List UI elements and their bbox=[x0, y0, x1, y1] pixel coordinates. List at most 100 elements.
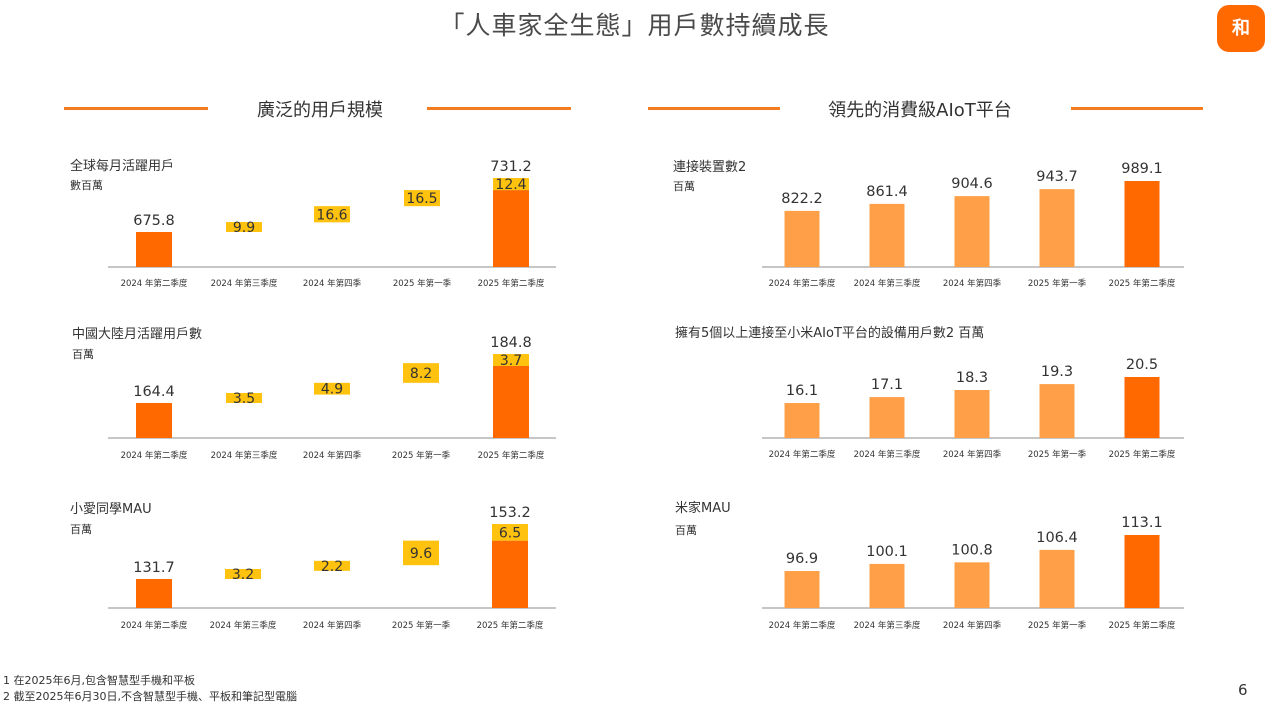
chart1-x-label-1: 2024 年第二季度 bbox=[121, 278, 188, 289]
chart4-bar-1 bbox=[784, 210, 820, 267]
chart3-bar-increment-3 bbox=[403, 540, 439, 566]
chart3-unit: 百萬 bbox=[70, 523, 92, 536]
chart4-value-label-3: 904.6 bbox=[951, 176, 993, 192]
footnote-1: 1 在2025年6月,包含智慧型手機和平板 bbox=[3, 674, 195, 687]
chart5-bar-4 bbox=[1039, 384, 1075, 438]
chart2-x-label-5: 2025 年第二季度 bbox=[478, 450, 545, 461]
chart2-title: 中國大陸月活躍用戶數 bbox=[72, 326, 202, 342]
chart5-x-label-3: 2024 年第四季 bbox=[943, 449, 1002, 460]
section-title-right: 領先的消費級AIoT平台 bbox=[828, 100, 1012, 121]
chart6-x-label-2: 2024 年第三季度 bbox=[854, 620, 921, 631]
chart6-value-label-4: 106.4 bbox=[1036, 530, 1078, 546]
chart4-x-label-3: 2024 年第四季 bbox=[943, 278, 1002, 289]
chart3-label-increment-4: 6.5 bbox=[499, 525, 521, 541]
chart1-bar-increment-4 bbox=[493, 178, 529, 191]
chart2-bar-increment-3 bbox=[403, 363, 439, 383]
chart3-x-label-4: 2025 年第一季 bbox=[392, 620, 451, 631]
chart5-bar-1 bbox=[784, 403, 820, 438]
chart3-label-total: 153.2 bbox=[489, 505, 531, 521]
chart4-unit: 百萬 bbox=[673, 180, 695, 193]
chart4-bar-4 bbox=[1039, 189, 1075, 267]
chart1-label-increment-2: 16.6 bbox=[316, 207, 347, 223]
chart6-x-label-4: 2025 年第一季 bbox=[1028, 620, 1087, 631]
chart6-bar-3 bbox=[954, 562, 990, 608]
chart4-value-label-5: 989.1 bbox=[1121, 161, 1163, 177]
chart6-bar-1 bbox=[784, 571, 820, 608]
page-number: 6 bbox=[1238, 681, 1248, 699]
chart1-label-increment-4: 12.4 bbox=[495, 177, 526, 193]
chart1-bar-increment-1 bbox=[226, 222, 262, 232]
chart3-x-label-3: 2024 年第四季 bbox=[303, 620, 362, 631]
section-divider-left-b bbox=[427, 107, 571, 110]
chart2-x-label-1: 2024 年第二季度 bbox=[121, 450, 188, 461]
section-divider-right-b bbox=[1071, 107, 1203, 110]
chart3-title: 小愛同學MAU bbox=[70, 502, 152, 517]
chart2-bar-increment-1 bbox=[226, 393, 262, 403]
chart6-bar-4 bbox=[1039, 549, 1075, 608]
chart5-value-label-2: 17.1 bbox=[871, 377, 903, 393]
chart5-value-label-1: 16.1 bbox=[786, 383, 818, 399]
chart4-bar-5 bbox=[1124, 181, 1160, 267]
chart3-bar-increment-4 bbox=[492, 524, 528, 541]
chart3-bar-total bbox=[492, 540, 528, 608]
chart1-bar-start bbox=[136, 232, 172, 267]
chart3-label-increment-2: 2.2 bbox=[321, 559, 343, 575]
chart1-bar-total bbox=[493, 190, 529, 267]
chart4-x-label-1: 2024 年第二季度 bbox=[769, 278, 836, 289]
chart4-value-label-4: 943.7 bbox=[1036, 169, 1078, 185]
chart3-bar-increment-2 bbox=[314, 560, 350, 571]
brand-logo: 和 bbox=[1217, 5, 1265, 52]
chart2-x-label-4: 2025 年第一季 bbox=[392, 450, 451, 461]
chart5-value-label-5: 20.5 bbox=[1126, 357, 1158, 373]
chart4-title: 連接裝置數2 bbox=[673, 159, 746, 175]
chart1-label-start: 675.8 bbox=[133, 213, 175, 229]
chart5-x-label-5: 2025 年第二季度 bbox=[1109, 449, 1176, 460]
chart2-unit: 百萬 bbox=[72, 348, 94, 361]
chart3-bar-start bbox=[136, 579, 172, 608]
chart1-unit: 數百萬 bbox=[70, 179, 103, 192]
chart5-x-label-2: 2024 年第三季度 bbox=[854, 449, 921, 460]
chart1-bar-increment-3 bbox=[404, 190, 440, 207]
chart6-value-label-2: 100.1 bbox=[866, 544, 908, 560]
chart4-x-label-2: 2024 年第三季度 bbox=[854, 278, 921, 289]
chart2-label-increment-2: 4.9 bbox=[321, 382, 343, 398]
page-title: 「人車家全生態」用戶數持續成長 bbox=[439, 11, 830, 40]
chart5-bar-2 bbox=[869, 397, 905, 438]
chart6-unit: 百萬 bbox=[675, 524, 697, 537]
chart6-bar-5 bbox=[1124, 535, 1160, 608]
chart2-label-increment-3: 8.2 bbox=[410, 366, 432, 382]
chart2-label-total: 184.8 bbox=[490, 335, 532, 351]
chart6-value-label-5: 113.1 bbox=[1121, 515, 1163, 531]
chart1-title: 全球每月活躍用戶 bbox=[70, 158, 174, 174]
chart3-bar-increment-1 bbox=[225, 569, 261, 579]
chart2-label-increment-4: 3.7 bbox=[500, 353, 522, 369]
chart1-x-label-5: 2025 年第二季度 bbox=[478, 278, 545, 289]
chart3-label-increment-3: 9.6 bbox=[410, 546, 432, 562]
chart3-x-label-5: 2025 年第二季度 bbox=[477, 620, 544, 631]
footnote-2: 2 截至2025年6月30日,不含智慧型手機、平板和筆記型電腦 bbox=[3, 690, 297, 703]
chart1-label-increment-1: 9.9 bbox=[233, 220, 255, 236]
chart6-bar-2 bbox=[869, 563, 905, 608]
section-divider-left-a bbox=[64, 107, 208, 110]
chart5-x-label-1: 2024 年第二季度 bbox=[769, 449, 836, 460]
chart3-label-increment-1: 3.2 bbox=[232, 567, 254, 583]
chart6-x-label-1: 2024 年第二季度 bbox=[769, 620, 836, 631]
chart2-label-increment-1: 3.5 bbox=[233, 391, 255, 407]
chart6-x-label-5: 2025 年第二季度 bbox=[1109, 620, 1176, 631]
chart4-bar-3 bbox=[954, 196, 990, 267]
chart2-bar-increment-2 bbox=[314, 382, 350, 395]
chart3-label-start: 131.7 bbox=[133, 560, 175, 576]
chart4-x-label-4: 2025 年第一季 bbox=[1028, 278, 1087, 289]
chart4-bar-2 bbox=[869, 203, 905, 267]
chart2-bar-start bbox=[136, 403, 172, 438]
chart1-bar-increment-2 bbox=[314, 206, 350, 223]
chart6-value-label-3: 100.8 bbox=[951, 542, 993, 558]
chart1-x-label-3: 2024 年第四季 bbox=[303, 278, 362, 289]
chart1-x-label-2: 2024 年第三季度 bbox=[211, 278, 278, 289]
chart1-label-increment-3: 16.5 bbox=[406, 191, 437, 207]
chart4-value-label-2: 861.4 bbox=[866, 184, 908, 200]
section-divider-right-a bbox=[648, 107, 780, 110]
chart5-bar-3 bbox=[954, 390, 990, 438]
chart1-x-label-4: 2025 年第一季 bbox=[393, 278, 452, 289]
chart1-label-total: 731.2 bbox=[490, 159, 532, 175]
